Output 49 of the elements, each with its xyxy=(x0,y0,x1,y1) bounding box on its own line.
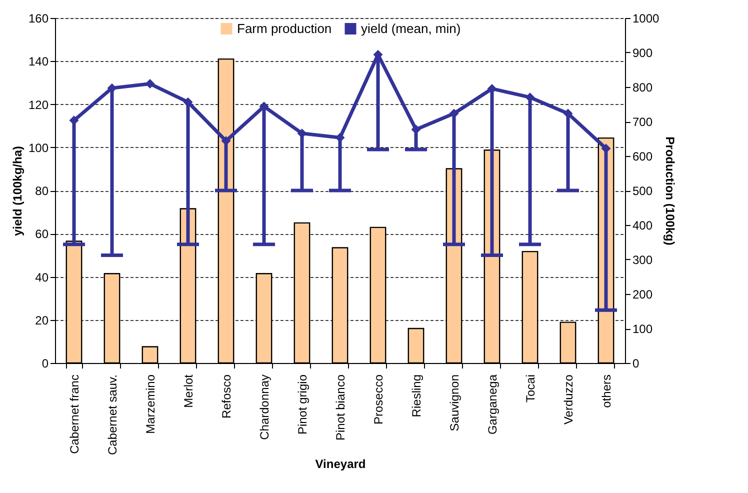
x-tick-label: Sauvignon xyxy=(448,374,462,432)
x-tick-label: Garganega xyxy=(486,374,500,435)
y2-axis-title: Production (100kg) xyxy=(663,136,678,246)
point xyxy=(335,132,345,142)
y2-tick-label: 700 xyxy=(632,115,653,129)
y2-tick-label: 900 xyxy=(632,46,653,60)
y-tick-label: 40 xyxy=(35,270,49,284)
x-tick-label: Pinot bianco xyxy=(334,374,348,441)
y2-tick-label: 200 xyxy=(632,288,653,302)
point xyxy=(487,84,497,94)
y2-tick-label: 100 xyxy=(632,322,653,336)
x-tick-label: Verduzzo xyxy=(562,374,576,425)
y-tick-label: 100 xyxy=(28,140,49,155)
legend-label: Farm production xyxy=(237,20,332,36)
x-tick-label: Riesling xyxy=(410,374,424,418)
point xyxy=(563,108,573,118)
y2-tick-label: 400 xyxy=(632,218,653,232)
x-tick-label: Tocai xyxy=(524,374,538,403)
point xyxy=(107,83,117,93)
point xyxy=(411,124,421,134)
y-tick-label: 60 xyxy=(35,227,49,242)
y2-tick-label: 800 xyxy=(632,80,653,94)
point xyxy=(601,144,611,154)
y-tick-label: 80 xyxy=(35,184,49,198)
x-tick-label: Chardonnay xyxy=(258,374,272,440)
x-tick-label: Refosco xyxy=(220,374,234,419)
x-tick-label: Cabernet sauv. xyxy=(106,374,120,455)
x-tick-label: Cabernet franc xyxy=(68,374,82,454)
x-tick-label: Marzemino xyxy=(144,374,158,434)
x-tick-label: Pinot grigio xyxy=(296,374,310,435)
x-tick-label: others xyxy=(600,374,614,408)
y-tick-label: 20 xyxy=(35,313,49,328)
x-tick-label: Merlot xyxy=(182,374,196,408)
x-tick-label: Prosecco xyxy=(372,374,386,425)
y2-tick-label: 0 xyxy=(632,356,640,370)
y-tick-label: 140 xyxy=(28,54,49,69)
point xyxy=(449,108,459,118)
y2-tick-label: 500 xyxy=(632,184,653,198)
y2-tick-label: 300 xyxy=(632,253,653,267)
point xyxy=(183,97,193,107)
legend-label: yield (mean, min) xyxy=(361,20,461,36)
y-tick-label: 120 xyxy=(28,98,49,112)
y-tick-label: 0 xyxy=(42,356,49,370)
point xyxy=(145,79,155,89)
y2-tick-label: 1000 xyxy=(632,12,660,26)
x-axis-title: Vineyard xyxy=(315,456,366,471)
y-axis-title: yield (100kg/ha) xyxy=(10,146,24,236)
y2-tick-label: 600 xyxy=(632,150,653,164)
y-tick-label: 160 xyxy=(28,12,49,26)
